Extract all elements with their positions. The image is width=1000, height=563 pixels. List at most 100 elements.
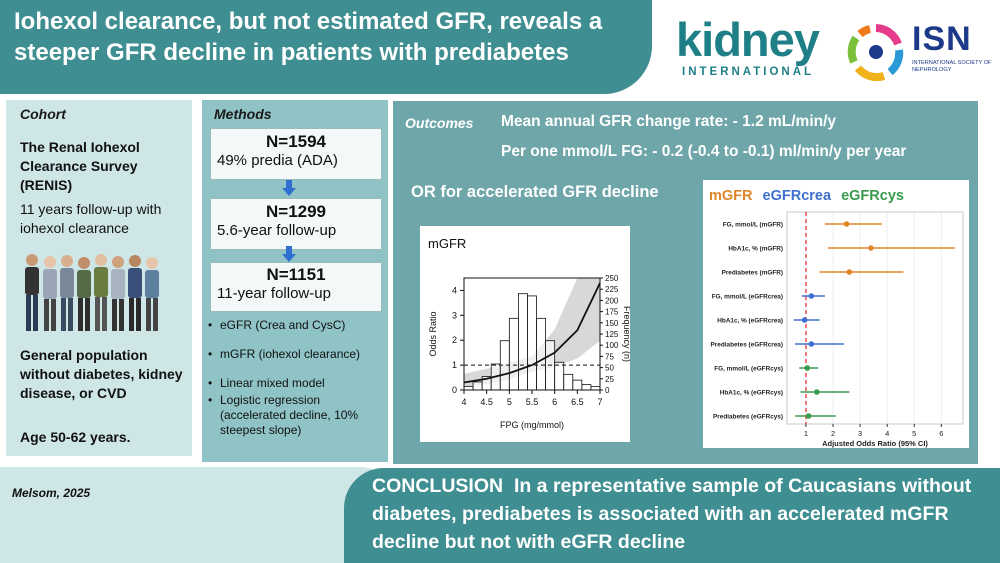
y2-tick-label: 25 [605, 375, 614, 384]
y2-tick-label: 75 [605, 352, 614, 361]
outcomes-heading: Outcomes [405, 115, 474, 131]
y2-tick-label: 250 [605, 274, 619, 283]
methods-step-count: N=1299 [265, 202, 327, 221]
y2-tick-label: 50 [605, 364, 614, 373]
y-tick-label: 4 [452, 285, 457, 295]
forest-point [843, 221, 850, 227]
y-tick-label: 1 [452, 360, 457, 370]
y2-axis-label: Frequency (n) [622, 306, 630, 362]
methods-heading: Methods [214, 106, 272, 122]
x-tick-label: 5 [507, 397, 512, 407]
methods-step-desc: 49% predia (ADA) [217, 152, 338, 169]
forest-row-label: Prediabetes (mGFR) [722, 270, 783, 277]
cohort-heading: Cohort [20, 106, 66, 122]
x-tick-label: 2 [831, 429, 835, 438]
isn-ring-icon [847, 24, 904, 82]
hist-bar [536, 317, 546, 391]
methods-step-1: N=1594 49% predia (ADA) [210, 128, 382, 180]
bottom-left-band [0, 467, 400, 563]
isn-logo-sub: INTERNATIONAL SOCIETY OF NEPHROLOGY [912, 60, 992, 73]
kidney-logo-word: kidney [676, 13, 820, 66]
methods-bullet: mGFR (iohexol clearance) [208, 347, 388, 362]
methods-step-desc: 5.6-year follow-up [217, 222, 337, 239]
x-tick-label: 6.5 [571, 397, 584, 407]
kidney-international-logo: kidney INTERNATIONAL [676, 14, 826, 86]
forest-title-egfrcrea: eGFRcrea [763, 188, 832, 204]
forest-point [801, 317, 808, 323]
forest-point [846, 269, 853, 275]
mgfr-or-chart: mGFR 4 4.5 5 5.5 6 6.5 7 0 1 2 3 4 0 25 50 75 100 125 150 1… [420, 226, 632, 442]
forest-title-egfrcys: eGFRcys [841, 188, 904, 204]
methods-step-desc: 11-year follow-up [217, 285, 331, 302]
isn-logo: ISN INTERNATIONAL SOCIETY OF NEPHROLOGY [846, 18, 996, 88]
methods-bullet: Linear mixed model [208, 376, 388, 391]
methods-step-3: N=1151 11-year follow-up [210, 262, 382, 312]
cohort-population: General population without diabetes, kid… [20, 347, 183, 401]
forest-point [804, 365, 811, 371]
forest-row-label: FG, mmol/L (eGFRcys) [714, 366, 783, 373]
hist-bar [472, 381, 483, 391]
methods-bullet: eGFR (Crea and CysC) [208, 318, 388, 333]
x-tick-label: 4 [885, 429, 889, 438]
x-tick-label: 4.5 [480, 397, 493, 407]
hist-bar [518, 293, 528, 391]
forest-row-label: Prediabetes (eGFRcrea) [711, 342, 783, 349]
x-tick-label: 3 [858, 429, 862, 438]
methods-panel: Methods N=1594 49% predia (ADA) N=1299 5… [202, 100, 388, 462]
arrow-down-icon [282, 246, 296, 262]
conclusion-label: CONCLUSION [372, 475, 504, 497]
forest-chart-svg: mGFR eGFRcrea eGFRcys FG, mmol/L (mGFR) H… [709, 188, 964, 448]
hist-bar [572, 379, 583, 391]
y2-tick-label: 125 [605, 330, 619, 339]
methods-bullets: eGFR (Crea and CysC) mGFR (iohexol clear… [208, 318, 388, 447]
methods-step-2: N=1299 5.6-year follow-up [210, 198, 382, 250]
or-ci-band [464, 278, 600, 387]
x-tick-label: 1 [804, 429, 808, 438]
methods-bullet: Logistic regression (accelerated decline… [208, 393, 388, 438]
cohort-panel: Cohort The Renal Iohexol Clearance Surve… [6, 100, 192, 456]
forest-row-label: HbA1c, % (mGFR) [728, 246, 783, 253]
people-illustration-icon [25, 254, 159, 331]
y2-tick-label: 150 [605, 319, 619, 328]
hist-bar [463, 386, 474, 391]
y-tick-label: 3 [452, 310, 457, 320]
y-tick-label: 2 [452, 335, 457, 345]
x-tick-label: 5 [912, 429, 916, 438]
x-axis-label: FPG (mg/mmol) [500, 420, 564, 430]
x-tick-label: 6 [939, 429, 943, 438]
conclusion-body: In a representative sample of Caucasians… [372, 475, 972, 553]
forest-point [808, 341, 815, 347]
title-banner [0, 0, 652, 94]
forest-point [868, 245, 874, 251]
forest-row-label: FG, mmol/L (mGFR) [723, 222, 783, 229]
y-axis-label: Odds Ratio [428, 311, 438, 356]
methods-step-count: N=1594 [265, 132, 327, 151]
forest-row-label: Prediabetes (eGFRcys) [713, 414, 783, 421]
cohort-study-name: The Renal Iohexol Clearance Survey (RENI… [20, 139, 140, 193]
forest-row-label: FG, mmol/L (eGFRcrea) [712, 294, 783, 301]
forest-title: mGFR eGFRcrea eGFRcys [709, 188, 904, 204]
isn-logo-word: ISN [912, 20, 972, 58]
x-tick-label: 5.5 [526, 397, 539, 407]
or-curve [463, 282, 601, 384]
forest-row-label: HbA1c, % (eGFRcys) [720, 390, 783, 397]
methods-step-count: N=1151 [266, 265, 326, 284]
x-axis-label: Adjusted Odds Ratio (95% CI) [822, 439, 928, 448]
y2-tick-label: 175 [605, 308, 619, 317]
conclusion-banner [344, 468, 1000, 563]
or-heading: OR for accelerated GFR decline [411, 183, 659, 201]
author-citation: Melsom, 2025 [12, 486, 91, 500]
hist-bar [581, 384, 592, 391]
y2-tick-label: 200 [605, 296, 619, 305]
kidney-logo-sub: INTERNATIONAL [682, 66, 815, 78]
forest-point [808, 293, 815, 299]
y2-tick-label: 0 [605, 386, 610, 395]
hist-bar [554, 361, 565, 391]
forest-title-mgfr: mGFR [709, 188, 753, 204]
y-tick-label: 0 [452, 385, 457, 395]
outcomes-line-1: Mean annual GFR change rate: - 1.2 mL/mi… [501, 113, 837, 130]
forest-row-label: HbA1c, % (eGFRcrea) [717, 318, 783, 325]
forest-plot-frame [786, 211, 964, 425]
page-title: Iohexol clearance, but not estimated GFR… [14, 8, 603, 66]
conclusion-text: CONCLUSION In a representative sample of… [372, 472, 992, 556]
